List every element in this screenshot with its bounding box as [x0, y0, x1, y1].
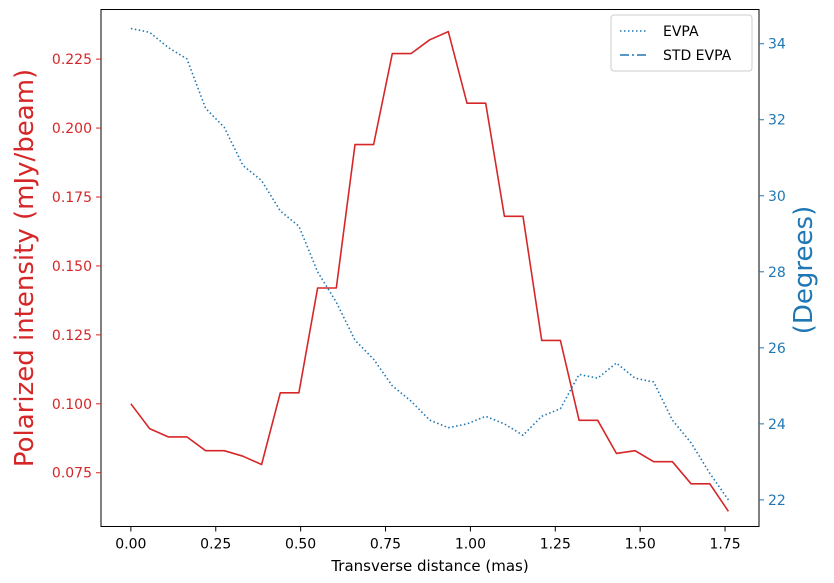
- right-y-axis-label: (Degrees): [789, 206, 819, 334]
- x-tick-label: 0.00: [115, 537, 146, 553]
- left-y-tick-label: 0.075: [52, 466, 92, 482]
- legend-std-evpa-label: STD EVPA: [663, 48, 732, 64]
- right-y-tick-label: 22: [768, 493, 786, 509]
- left-y-tick-label: 0.200: [52, 121, 92, 137]
- legend: EVPA STD EVPA: [610, 14, 753, 72]
- polarized-intensity-line: [130, 30, 730, 512]
- left-y-axis: 0.075 0.100 0.125 0.150 0.175 0.200 0.225: [52, 52, 101, 482]
- left-y-tick-label: 0.225: [52, 52, 92, 68]
- x-tick-label: 1.75: [709, 537, 740, 553]
- legend-box: [610, 14, 753, 72]
- x-tick-label: 0.50: [285, 537, 316, 553]
- plot-frame: [100, 9, 760, 527]
- right-y-tick-label: 24: [768, 417, 786, 433]
- x-axis-label: Transverse distance (mas): [330, 557, 528, 575]
- right-y-tick-label: 26: [768, 341, 786, 357]
- x-tick-label: 1.25: [540, 537, 571, 553]
- x-tick-label: 0.25: [200, 537, 231, 553]
- plot-area: [130, 27, 730, 512]
- right-y-axis: 22 24 26 28 30 32 34: [759, 37, 786, 509]
- x-tick-label: 1.50: [625, 537, 656, 553]
- right-y-tick-label: 32: [768, 113, 786, 129]
- evpa-line: [130, 27, 730, 501]
- legend-evpa-label: EVPA: [663, 24, 699, 40]
- right-y-tick-label: 34: [768, 37, 786, 53]
- left-y-axis-label: Polarized intensity (mJy/beam): [10, 69, 40, 467]
- x-tick-label: 0.75: [370, 537, 401, 553]
- right-y-tick-label: 28: [768, 265, 786, 281]
- left-y-tick-label: 0.175: [52, 190, 92, 206]
- right-y-tick-label: 30: [768, 189, 786, 205]
- left-y-tick-label: 0.150: [52, 259, 92, 275]
- x-tick-label: 1.00: [455, 537, 486, 553]
- x-axis: 0.00 0.25 0.50 0.75 1.00 1.25 1.50 1.75: [115, 526, 741, 553]
- left-y-tick-label: 0.125: [52, 328, 92, 344]
- left-y-tick-label: 0.100: [52, 397, 92, 413]
